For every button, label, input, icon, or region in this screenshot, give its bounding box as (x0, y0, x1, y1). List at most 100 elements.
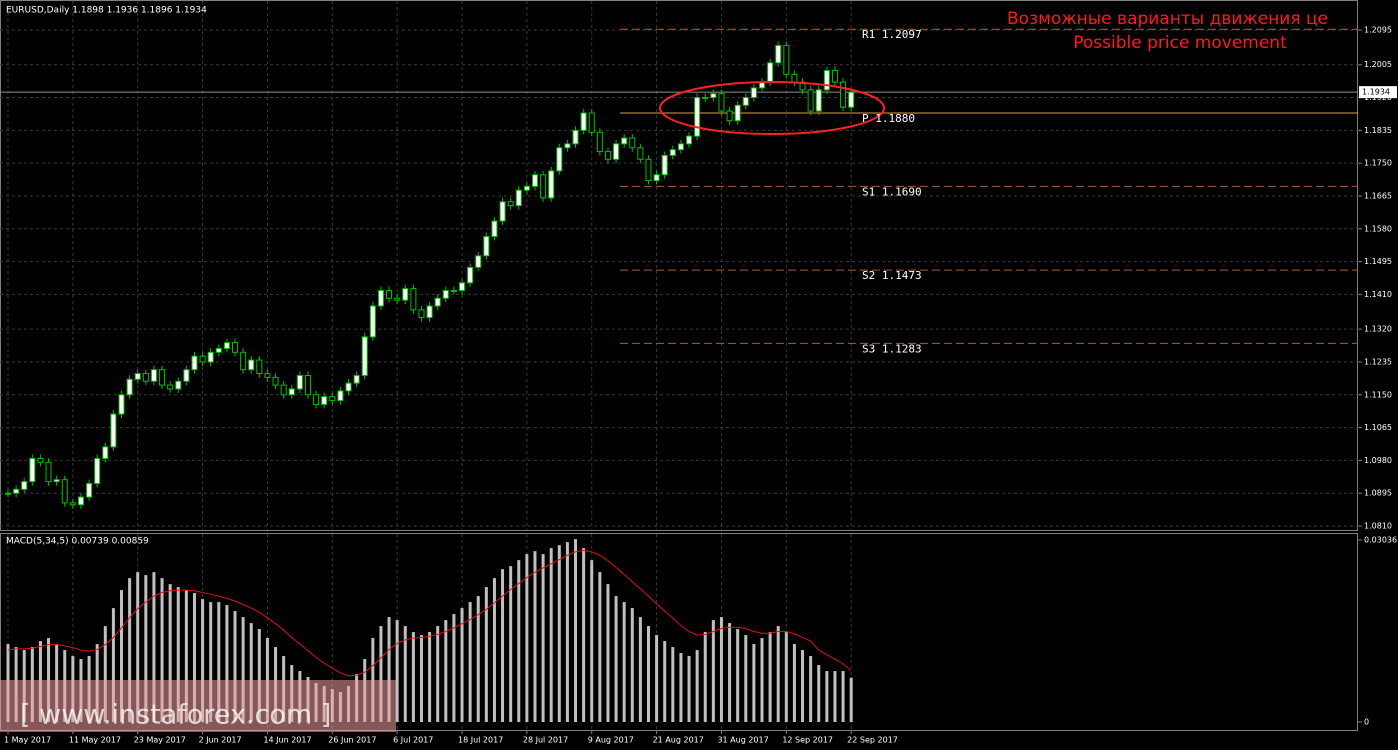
candle (442, 290, 449, 299)
candle (321, 396, 328, 405)
y-tick-label: 1.1495 (1364, 257, 1392, 266)
candle (94, 457, 101, 485)
y-tick-label: 1.0810 (1364, 522, 1392, 531)
candle (548, 170, 555, 199)
candle (507, 201, 514, 207)
pivot-label: R1 1.2097 (862, 28, 922, 41)
candle (13, 488, 20, 494)
candle (661, 154, 668, 176)
candle (296, 374, 303, 390)
x-tick-label: 2 Jun 2017 (199, 736, 242, 745)
candle (831, 70, 838, 83)
macd-bar (841, 671, 845, 722)
candle (564, 143, 571, 149)
candle (191, 355, 198, 371)
macd-bar (687, 656, 691, 722)
macd-bar (825, 671, 829, 722)
macd-bar (168, 584, 172, 722)
macd-bar (484, 587, 488, 722)
macd-bar (492, 578, 496, 722)
y-tick-label: 1.1835 (1364, 126, 1392, 135)
macd-bar (679, 653, 683, 722)
candle (523, 185, 530, 191)
macd-bar (176, 587, 180, 722)
candle (629, 137, 636, 149)
x-tick-label: 1 May 2017 (4, 736, 51, 745)
candle (750, 87, 757, 99)
annotation-ellipse (659, 81, 885, 135)
candle (840, 81, 847, 108)
main-panel (0, 0, 1358, 531)
candle (588, 112, 595, 133)
candle (791, 73, 798, 83)
candle (126, 378, 133, 396)
chart-subtitle: Possible price movement (1073, 33, 1287, 53)
macd-bar (541, 554, 545, 722)
macd-bar (728, 623, 732, 722)
macd-bar (614, 596, 618, 722)
macd-bar (565, 542, 569, 722)
candle (167, 384, 174, 390)
pivot-label: P 1.1880 (862, 112, 915, 125)
macd-bar (379, 626, 383, 722)
candle (491, 220, 498, 238)
x-tick-label: 6 Jul 2017 (393, 736, 433, 745)
candle (223, 342, 230, 349)
candle (394, 297, 401, 301)
candle (848, 91, 855, 108)
candle (37, 457, 44, 463)
macd-bar (111, 608, 115, 722)
candle (345, 382, 352, 392)
candle (5, 492, 11, 495)
macd-bar (776, 626, 780, 722)
macd-bar (792, 644, 796, 722)
macd-bar (711, 620, 715, 722)
macd-bar (809, 656, 813, 722)
macd-bar (801, 650, 805, 722)
y-tick-label: 1.0980 (1364, 456, 1392, 465)
candle (450, 290, 457, 293)
macd-bar (574, 539, 578, 722)
macd-bar (476, 596, 480, 722)
x-tick-label: 22 Sep 2017 (847, 736, 898, 745)
y-tick-label: 1.1750 (1364, 159, 1392, 168)
y-tick-label: 1.1665 (1364, 191, 1392, 200)
candle (677, 143, 684, 151)
pivot-label: S1 1.1690 (862, 185, 922, 198)
macd-bar (436, 626, 440, 722)
macd-bar (517, 560, 521, 722)
macd-panel (0, 533, 1358, 731)
y-tick-label: 1.1580 (1364, 224, 1392, 233)
candle (467, 266, 474, 284)
macd-bar (784, 632, 788, 722)
macd-bar (128, 578, 132, 722)
candle (150, 369, 157, 382)
macd-bar (849, 677, 853, 722)
candle (499, 201, 506, 222)
macd-bar (403, 626, 407, 722)
candle (86, 483, 93, 498)
candle (361, 336, 368, 376)
candle (207, 351, 214, 363)
macd-bar (744, 635, 748, 722)
last-price-label: 1.1934 (1362, 88, 1390, 97)
x-tick-label: 26 Jun 2017 (328, 736, 376, 745)
x-tick-label: 18 Jul 2017 (458, 736, 503, 745)
candle (280, 384, 287, 396)
candle (669, 149, 676, 156)
candle (313, 394, 320, 405)
candle (134, 373, 141, 380)
chart-title: Возможные варианты движения це (1007, 9, 1328, 29)
macd-bar (752, 644, 756, 722)
macd-bar (671, 647, 675, 722)
candle (815, 89, 822, 112)
macd-bar (695, 650, 699, 722)
candle (653, 174, 660, 182)
candle (580, 112, 587, 131)
y-tick-label: 0 (1364, 718, 1369, 727)
candle (702, 97, 709, 100)
macd-bar (209, 602, 213, 722)
y-tick-label: 1.1410 (1364, 290, 1392, 299)
y-tick-label: 1.1235 (1364, 357, 1392, 366)
macd-signal (7, 550, 852, 677)
